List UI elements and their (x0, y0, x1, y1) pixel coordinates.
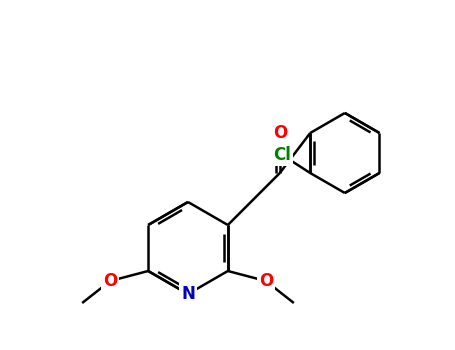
Text: O: O (273, 124, 287, 142)
Text: N: N (181, 285, 195, 303)
Text: O: O (259, 272, 273, 290)
Text: Cl: Cl (273, 146, 291, 164)
Text: O: O (103, 272, 117, 290)
